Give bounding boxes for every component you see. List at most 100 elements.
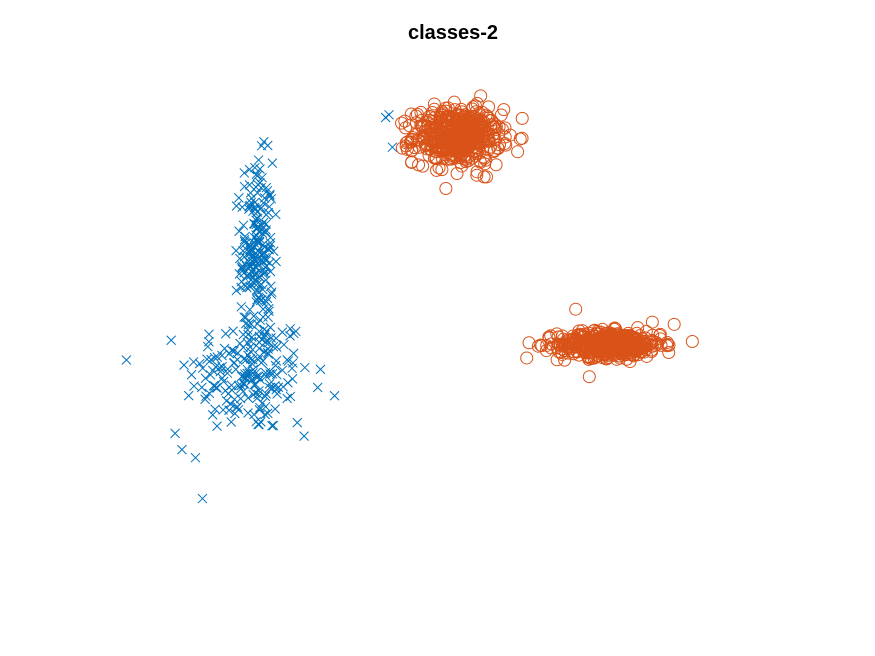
data-point-series-1-143: [265, 366, 275, 376]
data-point-series-1-386: [292, 417, 303, 428]
data-point-series-1-348: [259, 332, 270, 343]
data-point-series-2-990: [607, 322, 621, 336]
data-point-series-2-499: [417, 119, 431, 133]
data-point-series-1-371: [246, 193, 257, 204]
data-point-series-1-336: [249, 242, 260, 252]
data-point-series-1-133: [230, 364, 241, 375]
data-point-series-1-73: [258, 356, 268, 366]
data-point-series-2-492: [405, 144, 419, 158]
data-point-series-1-100: [254, 404, 265, 415]
data-point-series-2-355: [436, 106, 450, 120]
data-point-series-1-125: [271, 356, 282, 366]
data-point-series-1-70: [204, 388, 215, 399]
data-point-series-1-61: [253, 419, 264, 430]
data-point-series-2-427: [423, 133, 437, 147]
data-point-series-1-126: [283, 377, 293, 388]
data-point-series-2-497: [426, 136, 440, 150]
data-point-series-2-995: [583, 334, 597, 348]
data-point-series-1-389: [387, 142, 398, 153]
data-point-series-1-75: [288, 348, 299, 359]
data-point-series-1-302: [243, 319, 254, 330]
data-point-series-1-363: [238, 329, 249, 340]
data-point-series-1-335: [239, 168, 250, 178]
data-point-series-2-447: [475, 120, 489, 134]
data-point-series-1-53: [204, 329, 214, 340]
data-point-series-1-154: [219, 343, 230, 354]
data-point-series-1-369: [252, 294, 262, 305]
data-point-series-1-296: [250, 162, 260, 173]
data-point-series-1-254: [271, 256, 281, 267]
data-point-series-1-352: [263, 303, 274, 314]
data-point-series-1-150: [263, 349, 274, 359]
data-point-series-1-132: [229, 394, 240, 405]
data-point-series-2-27: [511, 145, 525, 159]
data-point-series-1-98: [217, 350, 227, 361]
data-point-series-2-479: [487, 131, 501, 145]
data-point-series-1-279: [234, 253, 245, 264]
data-point-series-1-97: [121, 355, 132, 365]
data-point-series-1-351: [250, 197, 260, 208]
data-point-series-2-976: [552, 345, 566, 359]
data-point-series-2-485: [450, 108, 464, 122]
data-point-series-1-165: [202, 341, 213, 352]
data-point-series-2-963: [661, 337, 675, 351]
data-point-series-2-999: [608, 321, 622, 335]
data-point-series-1-43: [277, 365, 288, 376]
data-point-series-1-379: [247, 257, 258, 267]
data-point-series-1-326: [244, 164, 255, 175]
data-point-series-2-443: [435, 108, 449, 122]
data-point-series-1-58: [263, 344, 273, 354]
data-point-series-1-152: [232, 402, 243, 412]
data-point-series-2-475: [415, 113, 429, 127]
data-point-series-1-284: [234, 226, 244, 237]
data-point-series-2-2: [470, 168, 484, 182]
data-point-series-1-76: [260, 401, 271, 412]
data-point-series-1-280: [237, 264, 247, 274]
data-point-series-1-339: [264, 306, 274, 317]
data-point-series-1-62: [225, 399, 236, 409]
data-point-series-1-134: [260, 409, 270, 420]
data-point-series-1-23: [188, 357, 199, 367]
data-point-series-1-233: [245, 270, 256, 281]
data-point-series-1-74: [189, 381, 199, 391]
data-point-series-1-47: [251, 416, 262, 427]
data-point-series-1-30: [279, 339, 289, 350]
data-point-series-1-305: [245, 354, 256, 364]
plot-area: [121, 89, 699, 504]
data-point-series-1-367: [249, 269, 260, 280]
data-point-series-1-135: [247, 354, 258, 365]
data-point-series-1-347: [267, 158, 278, 169]
data-point-series-2-471: [470, 147, 484, 161]
data-point-series-1-331: [264, 244, 275, 255]
chart-title: classes-2: [408, 22, 498, 44]
data-point-series-1-321: [258, 265, 268, 276]
data-point-series-1-329: [252, 234, 262, 244]
data-point-series-1-149: [262, 408, 273, 419]
data-point-series-1-38: [224, 405, 234, 416]
data-point-series-2-391: [427, 97, 441, 111]
data-point-series-1-217: [265, 266, 276, 277]
data-point-series-1-375: [236, 282, 247, 293]
data-point-series-1-109: [207, 410, 218, 420]
data-point-series-1-169: [249, 409, 259, 420]
data-point-series-2-1003: [402, 119, 416, 133]
data-point-series-2-971: [662, 346, 676, 360]
data-point-series-2-937: [566, 329, 580, 343]
data-point-series-1-387: [312, 382, 323, 393]
data-point-series-1-121: [229, 346, 239, 356]
data-point-series-2-489: [498, 121, 512, 135]
data-point-series-1-343: [240, 312, 251, 323]
data-point-series-1-93: [253, 389, 263, 400]
data-point-series-1-139: [228, 358, 239, 369]
data-point-series-1-344: [255, 315, 265, 325]
data-point-series-1-257: [248, 311, 259, 321]
data-point-series-1-119: [243, 393, 253, 403]
data-point-series-2-1000: [667, 317, 681, 331]
data-point-series-1-342: [251, 219, 261, 230]
data-point-series-2-496: [445, 127, 459, 141]
data-point-series-1-297: [251, 169, 262, 180]
data-point-series-2-513: [645, 315, 659, 329]
data-point-series-1-175: [236, 371, 247, 382]
data-point-series-2-793: [550, 353, 564, 367]
